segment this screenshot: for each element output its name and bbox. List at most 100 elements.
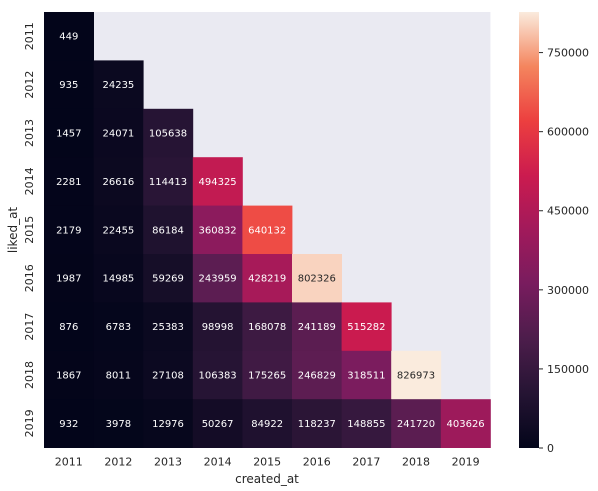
- x-tick-label: 2017: [352, 456, 380, 469]
- cell-value-label: 50267: [202, 419, 234, 430]
- y-tick-label: 2017: [23, 313, 36, 341]
- heatmap-cell: [192, 302, 243, 352]
- y-tick-label: 2019: [23, 409, 36, 437]
- y-tick-label: 2011: [23, 22, 36, 50]
- heatmap-cells: 449 935 24235 1457 24071 105638 2281 26616 11441…: [44, 12, 491, 448]
- x-tick-label: 2015: [253, 456, 281, 469]
- cell-value-label: 12976: [152, 419, 184, 430]
- heatmap-cell: [292, 399, 342, 448]
- heatmap-cell: [242, 399, 293, 448]
- heatmap-cell: [93, 157, 144, 206]
- cell-value-label: 246829: [298, 371, 336, 382]
- cell-value-label: 241189: [298, 322, 336, 333]
- heatmap-cell: [143, 399, 194, 448]
- heatmap-cell: [143, 157, 194, 206]
- x-tick-label: 2013: [154, 456, 182, 469]
- cell-value-label: 826973: [397, 371, 435, 382]
- heatmap-cell: [44, 60, 94, 110]
- y-tick-labels: 2011 2012 2013 2014 2015 2016 2017 2018 2019: [23, 22, 36, 437]
- colorbar: [519, 12, 539, 448]
- cell-value-label: 24071: [102, 129, 134, 140]
- cell-value-label: 24235: [102, 80, 134, 91]
- cell-value-label: 515282: [347, 322, 385, 333]
- cell-value-label: 932: [59, 419, 78, 430]
- heatmap-cell: [242, 302, 293, 352]
- heatmap-cell: [192, 399, 243, 448]
- cell-value-label: 449: [59, 32, 78, 43]
- heatmap-cell: [143, 302, 194, 352]
- colorbar-tick-label: 750000: [547, 47, 589, 60]
- cell-value-label: 1987: [56, 274, 81, 285]
- x-tick-label: 2012: [104, 456, 132, 469]
- cell-value-label: 98998: [202, 322, 234, 333]
- heatmap-cell: [93, 254, 144, 303]
- heatmap-cell: [44, 108, 94, 158]
- heatmap-cell: [93, 350, 144, 400]
- cell-value-label: 3978: [106, 419, 131, 430]
- colorbar-tick-label: 600000: [547, 126, 589, 139]
- y-tick-label: 2012: [23, 71, 36, 99]
- heatmap-cell: [143, 350, 194, 400]
- y-tick-label: 2015: [23, 216, 36, 244]
- y-tick-label: 2013: [23, 119, 36, 147]
- cell-value-label: 22455: [102, 225, 134, 236]
- cell-value-label: 318511: [347, 371, 385, 382]
- heatmap-cell: [44, 157, 94, 206]
- heatmap-cell: [391, 399, 442, 448]
- cell-value-label: 6783: [106, 322, 131, 333]
- cell-value-label: 148855: [347, 419, 385, 430]
- cell-value-label: 876: [59, 322, 78, 333]
- cell-value-label: 640132: [248, 225, 286, 236]
- cell-value-label: 27108: [152, 371, 184, 382]
- heatmap-cell: [292, 302, 342, 352]
- y-axis-label: liked_at: [6, 207, 20, 254]
- y-tick-label: 2014: [23, 167, 36, 195]
- cell-value-label: 114413: [149, 177, 187, 188]
- heatmap-cell: [440, 399, 491, 448]
- heatmap-cell: [242, 205, 293, 255]
- cell-value-label: 25383: [152, 322, 184, 333]
- colorbar-tick-label: 450000: [547, 205, 589, 218]
- colorbar-tick-label: 150000: [547, 363, 589, 376]
- cell-value-label: 118237: [298, 419, 336, 430]
- y-tick-label: 2016: [23, 264, 36, 292]
- cell-value-label: 1457: [56, 129, 81, 140]
- cell-value-label: 175265: [248, 371, 286, 382]
- colorbar-ticks: 0 150000 300000 450000 600000 750000: [539, 47, 589, 455]
- cell-value-label: 14985: [102, 274, 134, 285]
- colorbar-tick-label: 0: [547, 442, 554, 455]
- heatmap-cell: [93, 399, 144, 448]
- x-tick-label: 2011: [55, 456, 83, 469]
- cell-value-label: 2281: [56, 177, 81, 188]
- cell-value-label: 84922: [251, 419, 283, 430]
- x-tick-label: 2018: [402, 456, 430, 469]
- heatmap-cell: [192, 157, 243, 206]
- cell-value-label: 428219: [248, 274, 286, 285]
- heatmap-cell: [192, 254, 243, 303]
- x-tick-label: 2014: [204, 456, 232, 469]
- heatmap-cell: [44, 350, 94, 400]
- heatmap-cell: [143, 254, 194, 303]
- cell-value-label: 360832: [199, 225, 237, 236]
- cell-value-label: 26616: [102, 177, 134, 188]
- heatmap-cell: [341, 399, 392, 448]
- heatmap-cell: [44, 12, 94, 61]
- heatmap-cell: [292, 350, 342, 400]
- cell-value-label: 106383: [199, 371, 237, 382]
- heatmap-cell: [93, 205, 144, 255]
- heatmap-cell: [44, 205, 94, 255]
- cell-value-label: 241720: [397, 419, 435, 430]
- cell-value-label: 494325: [199, 177, 237, 188]
- x-tick-label: 2019: [452, 456, 480, 469]
- cell-value-label: 403626: [447, 419, 485, 430]
- heatmap-cell: [192, 350, 243, 400]
- y-tick-label: 2018: [23, 361, 36, 389]
- heatmap-cell: [143, 108, 194, 158]
- heatmap-cell: [192, 205, 243, 255]
- cell-value-label: 1867: [56, 371, 81, 382]
- cell-value-label: 802326: [298, 274, 336, 285]
- cell-value-label: 105638: [149, 129, 187, 140]
- heatmap-cell: [391, 350, 442, 400]
- x-tick-labels: 2011 2012 2013 2014 2015 2016 2017 2018 2019: [55, 456, 480, 469]
- heatmap-cell: [242, 254, 293, 303]
